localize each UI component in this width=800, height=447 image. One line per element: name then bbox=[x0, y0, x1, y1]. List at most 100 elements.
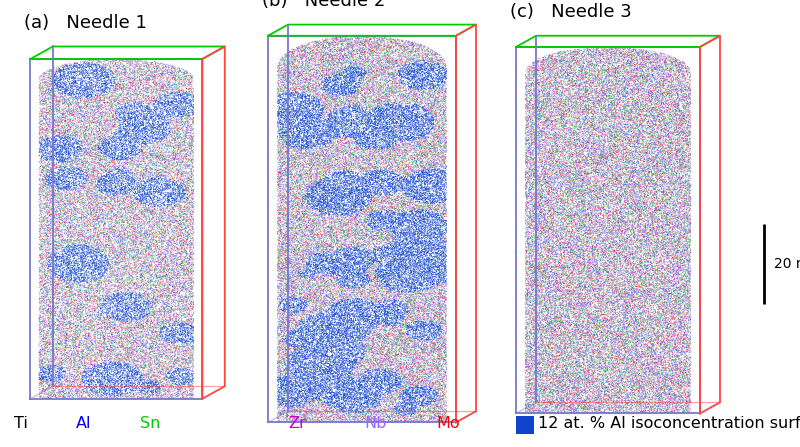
Point bbox=[350, 197, 363, 204]
Point bbox=[298, 235, 310, 242]
Point bbox=[405, 76, 418, 83]
Point bbox=[330, 346, 342, 354]
Point bbox=[125, 56, 138, 63]
Point bbox=[357, 335, 370, 342]
Point bbox=[354, 409, 367, 417]
Point bbox=[669, 304, 682, 312]
Point bbox=[586, 364, 598, 371]
Point bbox=[275, 375, 288, 383]
Point bbox=[86, 119, 98, 126]
Point bbox=[406, 413, 418, 420]
Point bbox=[672, 81, 685, 89]
Point bbox=[556, 234, 569, 241]
Point bbox=[426, 283, 439, 290]
Point bbox=[562, 108, 575, 115]
Point bbox=[38, 304, 51, 312]
Point bbox=[405, 163, 418, 170]
Point bbox=[674, 251, 687, 258]
Point bbox=[431, 89, 444, 97]
Point bbox=[382, 405, 395, 412]
Point bbox=[341, 51, 354, 58]
Point bbox=[94, 338, 106, 345]
Point bbox=[642, 395, 654, 402]
Point bbox=[519, 131, 532, 139]
Point bbox=[544, 101, 557, 108]
Point bbox=[48, 279, 61, 286]
Point bbox=[344, 330, 357, 337]
Point bbox=[135, 62, 148, 69]
Point bbox=[58, 178, 71, 185]
Point bbox=[395, 198, 408, 205]
Point bbox=[594, 59, 606, 66]
Point bbox=[358, 399, 371, 406]
Point bbox=[400, 43, 413, 50]
Point bbox=[54, 337, 67, 345]
Point bbox=[274, 280, 287, 287]
Point bbox=[379, 138, 392, 145]
Point bbox=[670, 305, 683, 312]
Point bbox=[62, 260, 75, 267]
Point bbox=[86, 354, 98, 361]
Point bbox=[350, 254, 362, 261]
Point bbox=[137, 176, 150, 183]
Point bbox=[120, 318, 133, 325]
Point bbox=[130, 171, 142, 178]
Point bbox=[286, 344, 298, 351]
Point bbox=[152, 278, 165, 285]
Point bbox=[571, 202, 584, 209]
Point bbox=[106, 82, 118, 89]
Point bbox=[334, 72, 347, 79]
Point bbox=[606, 369, 618, 376]
Point bbox=[78, 89, 90, 96]
Point bbox=[306, 172, 318, 179]
Point bbox=[272, 325, 285, 332]
Point bbox=[55, 277, 68, 284]
Point bbox=[670, 234, 682, 241]
Point bbox=[573, 399, 586, 406]
Point bbox=[352, 229, 365, 236]
Point bbox=[86, 143, 98, 150]
Point bbox=[585, 362, 598, 369]
Point bbox=[642, 407, 655, 414]
Point bbox=[633, 56, 646, 63]
Point bbox=[300, 418, 313, 425]
Point bbox=[108, 99, 121, 106]
Point bbox=[658, 187, 670, 194]
Point bbox=[519, 71, 532, 78]
Point bbox=[357, 414, 370, 421]
Point bbox=[622, 217, 634, 224]
Point bbox=[374, 133, 386, 140]
Point bbox=[599, 158, 612, 165]
Point bbox=[677, 394, 690, 401]
Point bbox=[292, 350, 305, 357]
Point bbox=[72, 104, 85, 111]
Point bbox=[184, 308, 197, 315]
Point bbox=[409, 134, 422, 141]
Point bbox=[646, 212, 658, 219]
Point bbox=[621, 278, 634, 285]
Point bbox=[147, 122, 160, 130]
Point bbox=[674, 400, 686, 407]
Point bbox=[323, 260, 336, 267]
Point bbox=[124, 62, 137, 69]
Point bbox=[662, 173, 675, 181]
Point bbox=[362, 348, 374, 355]
Point bbox=[542, 356, 555, 363]
Point bbox=[422, 167, 435, 174]
Point bbox=[363, 409, 376, 417]
Point bbox=[284, 274, 297, 281]
Point bbox=[532, 63, 545, 70]
Point bbox=[88, 68, 101, 75]
Point bbox=[98, 346, 111, 354]
Point bbox=[142, 329, 155, 336]
Point bbox=[438, 143, 450, 150]
Point bbox=[426, 371, 438, 378]
Point bbox=[366, 295, 378, 302]
Point bbox=[374, 399, 386, 406]
Point bbox=[540, 141, 553, 148]
Point bbox=[595, 82, 608, 89]
Point bbox=[273, 300, 286, 308]
Point bbox=[150, 210, 162, 217]
Point bbox=[428, 232, 441, 240]
Point bbox=[606, 401, 618, 408]
